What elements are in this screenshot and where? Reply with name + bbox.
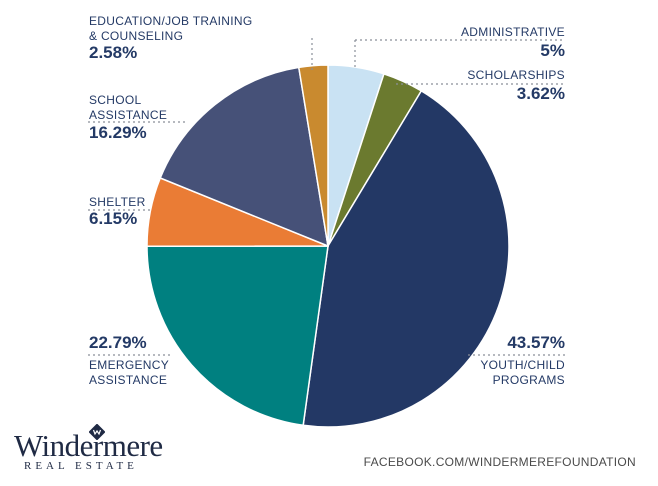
pie-slice-education-job-training-counseling [297,64,329,247]
label-youth-line1: YOUTH/CHILD [480,358,565,372]
label-emergency-line1: EMERGENCY [89,358,170,372]
label-administrative-pct: 5% [540,41,565,60]
leader-lines [88,38,565,356]
label-school-line1: SCHOOL [89,93,142,107]
label-shelter: SHELTER [89,195,146,209]
pie-slice-school-assistance [159,66,329,248]
leader-line-administrative [354,39,565,70]
label-education-line2: & COUNSELING [89,29,184,43]
label-scholarships: SCHOLARSHIPS [467,68,565,82]
brand-name: Windermere [14,428,163,463]
label-shelter-pct: 6.15% [89,209,138,228]
pie-slice-youth-child-programs [302,89,510,428]
windermere-w-mark-icon [89,424,105,440]
facebook-link[interactable]: FACEBOOK.COM/WINDERMEREFOUNDATION [363,455,636,469]
label-youth-pct: 43.57% [507,333,565,352]
windermere-logo: Windermere REAL ESTATE [14,424,164,474]
label-emergency-line2: ASSISTANCE [89,373,168,387]
label-education-pct: 2.58% [89,43,138,62]
label-administrative: ADMINISTRATIVE [461,25,565,39]
pie-slice-emergency-assistance [146,245,329,427]
label-youth-line2: PROGRAMS [492,373,565,387]
label-scholarships-pct: 3.62% [516,84,565,103]
label-school-pct: 16.29% [89,123,147,142]
pie-slices [146,64,510,428]
brand-subtitle: REAL ESTATE [24,460,138,472]
label-school-line2: ASSISTANCE [89,108,168,122]
label-education-line1: EDUCATION/JOB TRAINING [89,14,253,28]
label-emergency-pct: 22.79% [89,333,147,352]
